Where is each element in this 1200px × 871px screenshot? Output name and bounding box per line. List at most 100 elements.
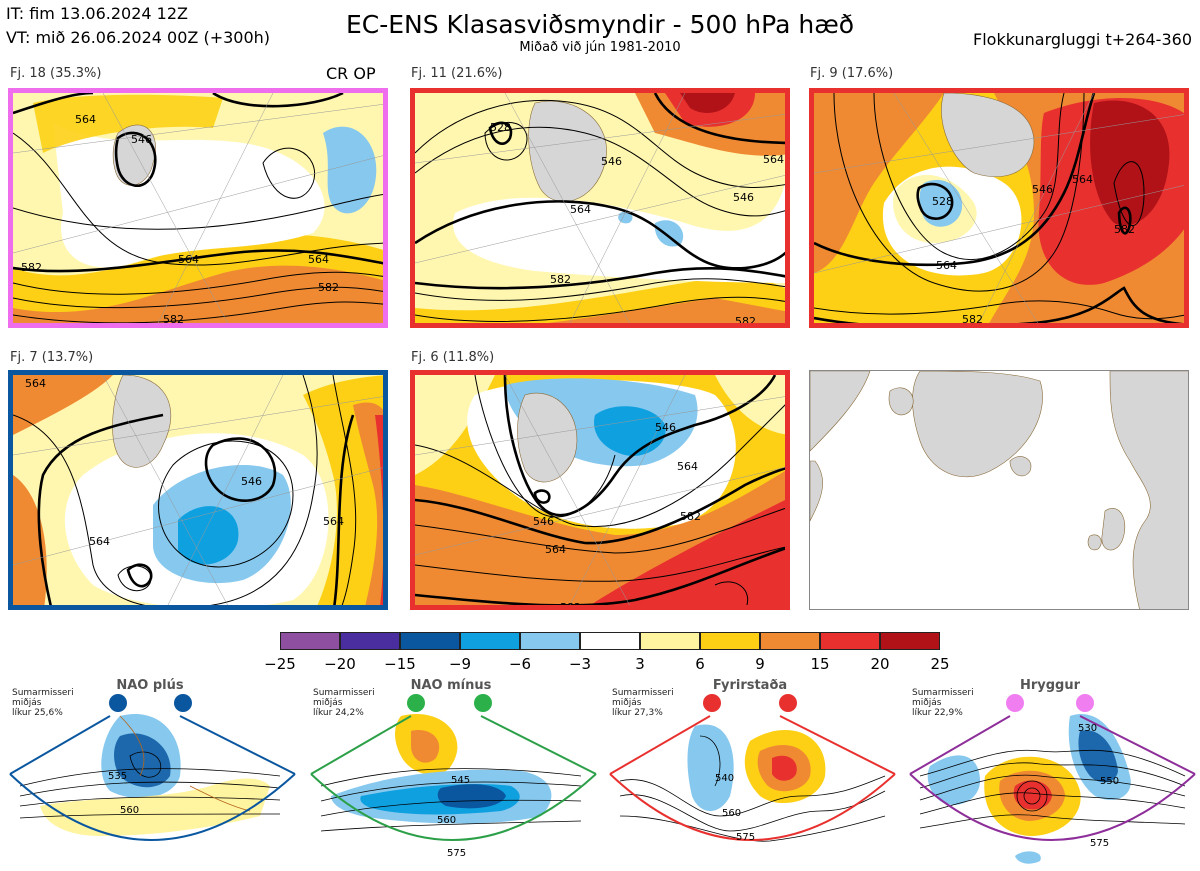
colorbar-tick-label: 9 (755, 655, 765, 673)
colorbar-bin (580, 632, 640, 650)
colorbar-tick-label: −15 (384, 655, 416, 673)
colorbar-tick-label: 25 (930, 655, 950, 673)
contour-label: 564 (763, 153, 784, 166)
contour-label: 546 (533, 515, 554, 528)
colorbar-tick-label: 6 (695, 655, 705, 673)
cluster-map-3: 528 546 564 582 582 564 (809, 88, 1189, 328)
panel-caption-3: Fj. 9 (17.6%) (810, 66, 894, 81)
regime-dot (1006, 694, 1024, 712)
colorbar-bin (820, 632, 880, 650)
colorbar-bin (280, 632, 340, 650)
regime-title: NAO plús (116, 678, 184, 693)
contour-label: 564 (178, 253, 199, 266)
colorbar-bin (340, 632, 400, 650)
contour-label: 575 (736, 832, 755, 843)
contour-label: 582 (560, 601, 581, 610)
panel-caption-1: Fj. 18 (35.3%) (10, 66, 102, 81)
contour-label: 564 (89, 535, 110, 548)
regime-title: Fyrirstaða (712, 678, 788, 693)
cluster-map-5: 546 546 564 564 582 582 582 (410, 370, 790, 610)
regime-ridge: 530 550 575 Hryggur Sumarmisseri miðjás … (900, 676, 1200, 871)
contour-label: 564 (1072, 173, 1093, 186)
contour-label: 564 (545, 543, 566, 556)
regime-dot (779, 694, 797, 712)
regime-title: NAO mínus (410, 678, 492, 693)
contour-label: 575 (1090, 838, 1109, 849)
contour-label: 545 (451, 775, 470, 786)
regime-info: Sumarmisseri miðjás líkur 27,3% (612, 688, 674, 718)
contour-label: 564 (677, 460, 698, 473)
contour-label: 564 (198, 608, 219, 610)
colorbar-tick-label: −20 (324, 655, 356, 673)
regime-dot (474, 694, 492, 712)
contour-label: 582 (735, 315, 756, 328)
contour-label: 582 (1114, 223, 1135, 236)
colorbar-bin (460, 632, 520, 650)
contour-label: 546 (655, 421, 676, 434)
contour-label: 546 (601, 155, 622, 168)
contour-label: 582 (755, 603, 776, 610)
panel-caption-4: Fj. 7 (13.7%) (10, 350, 94, 365)
contour-label: 546 (733, 191, 754, 204)
regime-info: Sumarmisseri miðjás líkur 22,9% (912, 688, 974, 718)
contour-label: 564 (936, 259, 957, 272)
regime-dot (407, 694, 425, 712)
contour-label: 546 (131, 133, 152, 146)
contour-label: 540 (715, 773, 734, 784)
contour-label: 564 (75, 113, 96, 126)
regime-info: Sumarmisseri miðjás líkur 25,6% (12, 688, 74, 718)
contour-label: 560 (437, 815, 456, 826)
panel-caption-2: Fj. 11 (21.6%) (411, 66, 503, 81)
cluster-map-4: 564 564 546 564 582 564 (8, 370, 388, 610)
base-map (809, 370, 1189, 610)
contour-label: 582 (318, 281, 339, 294)
colorbar-tick-label: −25 (264, 655, 296, 673)
contour-label: 582 (21, 261, 42, 274)
colorbar-bin (880, 632, 940, 650)
contour-label: 582 (550, 273, 571, 286)
regime-dot (109, 694, 127, 712)
initial-time: IT: fim 13.06.2024 12Z (6, 4, 188, 23)
panel-tag-cr-op: CR OP (326, 64, 376, 83)
regime-info: Sumarmisseri miðjás líkur 24,2% (313, 688, 375, 718)
colorbar-bin (700, 632, 760, 650)
colorbar-bin (760, 632, 820, 650)
contour-label: 560 (722, 808, 741, 819)
page-subtitle: Miðað við jún 1981-2010 (519, 40, 681, 55)
regime-dot (1076, 694, 1094, 712)
colorbar: −25 −20 −15 −9 −6 −3 3 6 9 15 20 25 (264, 632, 950, 673)
colorbar-bin (520, 632, 580, 650)
colorbar-tick-label: 3 (635, 655, 645, 673)
contour-label: 582 (680, 510, 701, 523)
colorbar-tick-label: −9 (448, 655, 472, 673)
contour-label: 546 (1032, 183, 1053, 196)
regime-nao-plus: 535 560 NAO plús Sumarmisseri miðjás lík… (0, 676, 300, 871)
contour-label: 530 (1078, 723, 1097, 734)
colorbar-tick-label: 15 (810, 655, 830, 673)
contour-label: 564 (25, 377, 46, 390)
regime-title: Hryggur (1019, 678, 1081, 693)
regime-dot (174, 694, 192, 712)
cluster-window-label: Flokkunargluggi t+264-360 (973, 30, 1192, 49)
regime-nao-minus: 545 560 575 NAO mínus Sumarmisseri miðjá… (301, 676, 601, 871)
contour-label: 564 (570, 203, 591, 216)
valid-time: VT: mið 26.06.2024 00Z (+300h) (6, 28, 271, 47)
panel-caption-5: Fj. 6 (11.8%) (411, 350, 495, 365)
colorbar-bin (400, 632, 460, 650)
colorbar-tick-label: 20 (870, 655, 890, 673)
contour-label: 575 (447, 848, 466, 859)
contour-label: 560 (120, 805, 139, 816)
contour-label: 546 (241, 475, 262, 488)
contour-label: 564 (308, 253, 329, 266)
regime-blocking: 540 560 575 Fyrirstaða Sumarmisseri miðj… (600, 676, 900, 871)
colorbar-tick-label: −6 (508, 655, 532, 673)
colorbar-tick-label: −3 (568, 655, 592, 673)
contour-label: 528 (932, 195, 953, 208)
contour-label: 582 (962, 313, 983, 326)
colorbar-bin (640, 632, 700, 650)
contour-label: 528 (490, 121, 511, 134)
cluster-map-1: 546 564 564 564 582 582 582 (8, 88, 388, 328)
contour-label: 582 (163, 313, 184, 326)
regime-dot (703, 694, 721, 712)
contour-label: 550 (1100, 776, 1119, 787)
